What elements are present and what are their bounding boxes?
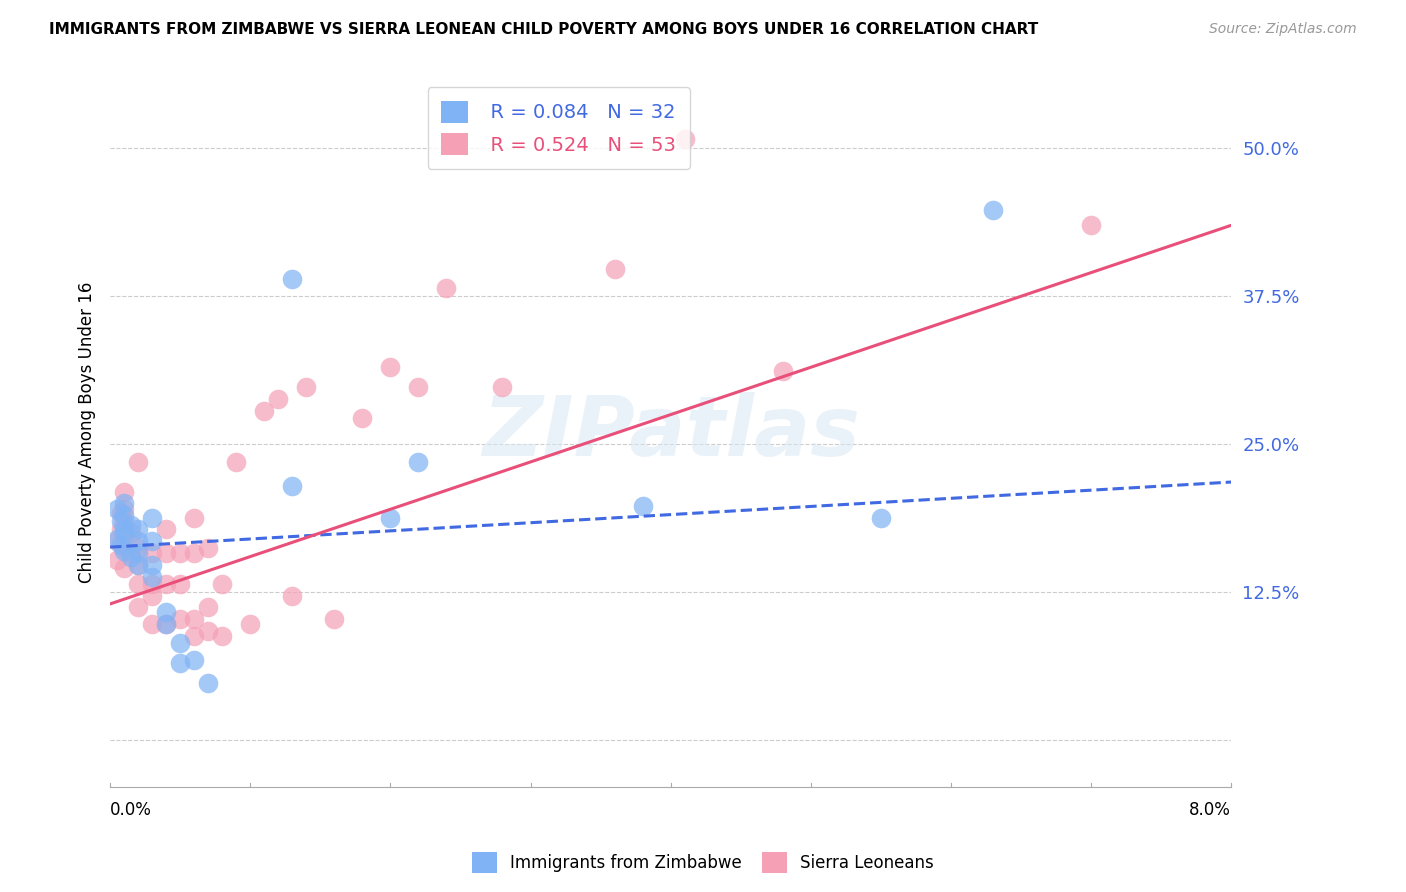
Point <box>323 612 346 626</box>
Text: 8.0%: 8.0% <box>1189 802 1232 820</box>
Point <box>127 455 149 469</box>
Point <box>673 132 696 146</box>
Point <box>225 455 247 469</box>
Point <box>127 546 149 560</box>
Point <box>120 517 142 532</box>
Point <box>267 392 290 407</box>
Point <box>281 589 304 603</box>
Point <box>141 546 163 560</box>
Point <box>141 576 163 591</box>
Point <box>155 546 177 560</box>
Point <box>112 522 135 536</box>
Point <box>380 510 402 524</box>
Text: IMMIGRANTS FROM ZIMBABWE VS SIERRA LEONEAN CHILD POVERTY AMONG BOYS UNDER 16 COR: IMMIGRANTS FROM ZIMBABWE VS SIERRA LEONE… <box>49 22 1039 37</box>
Point <box>981 202 1004 217</box>
Point <box>380 360 402 375</box>
Point <box>105 502 128 516</box>
Text: Source: ZipAtlas.com: Source: ZipAtlas.com <box>1209 22 1357 37</box>
Point <box>112 541 135 556</box>
Point <box>155 522 177 536</box>
Point <box>141 510 163 524</box>
Point <box>127 558 149 572</box>
Legend: Immigrants from Zimbabwe, Sierra Leoneans: Immigrants from Zimbabwe, Sierra Leonean… <box>465 846 941 880</box>
Point <box>1080 219 1102 233</box>
Point <box>603 262 626 277</box>
Point <box>169 612 191 626</box>
Point <box>183 629 205 643</box>
Point <box>127 576 149 591</box>
Text: ZIPatlas: ZIPatlas <box>482 392 859 473</box>
Point <box>112 514 135 528</box>
Point <box>169 656 191 670</box>
Point <box>105 532 128 546</box>
Point <box>197 600 219 615</box>
Point <box>155 605 177 619</box>
Point <box>120 549 142 564</box>
Point <box>120 525 142 540</box>
Point <box>169 636 191 650</box>
Point <box>112 525 135 540</box>
Point <box>112 543 135 558</box>
Point <box>110 506 132 520</box>
Point <box>127 522 149 536</box>
Legend:   R = 0.084   N = 32,   R = 0.524   N = 53: R = 0.084 N = 32, R = 0.524 N = 53 <box>427 87 689 169</box>
Point <box>352 411 374 425</box>
Point <box>141 558 163 572</box>
Point <box>183 546 205 560</box>
Point <box>631 499 654 513</box>
Point <box>112 502 135 516</box>
Point <box>197 676 219 690</box>
Point <box>169 576 191 591</box>
Point <box>155 617 177 632</box>
Point <box>869 510 891 524</box>
Point <box>127 558 149 572</box>
Point <box>127 534 149 549</box>
Point <box>183 652 205 666</box>
Point <box>120 546 142 560</box>
Text: 0.0%: 0.0% <box>110 802 152 820</box>
Point <box>436 281 458 295</box>
Point <box>197 541 219 556</box>
Point <box>110 522 132 536</box>
Point <box>141 617 163 632</box>
Point <box>141 534 163 549</box>
Point <box>169 546 191 560</box>
Point <box>211 576 233 591</box>
Point <box>155 576 177 591</box>
Point <box>112 484 135 499</box>
Point <box>112 508 135 523</box>
Point <box>239 617 262 632</box>
Point <box>772 364 794 378</box>
Point <box>110 514 132 528</box>
Point <box>141 589 163 603</box>
Point <box>253 404 276 418</box>
Point <box>105 553 128 567</box>
Point <box>155 617 177 632</box>
Point <box>211 629 233 643</box>
Point <box>408 455 430 469</box>
Point <box>183 510 205 524</box>
Point <box>183 612 205 626</box>
Point <box>281 478 304 492</box>
Point <box>408 380 430 394</box>
Point <box>110 538 132 552</box>
Point <box>295 380 318 394</box>
Y-axis label: Child Poverty Among Boys Under 16: Child Poverty Among Boys Under 16 <box>79 282 96 583</box>
Point <box>127 600 149 615</box>
Point <box>112 529 135 543</box>
Point <box>112 561 135 575</box>
Point <box>141 570 163 584</box>
Point <box>112 496 135 510</box>
Point <box>491 380 513 394</box>
Point <box>105 534 128 549</box>
Point <box>281 271 304 285</box>
Point <box>197 624 219 639</box>
Point <box>127 541 149 556</box>
